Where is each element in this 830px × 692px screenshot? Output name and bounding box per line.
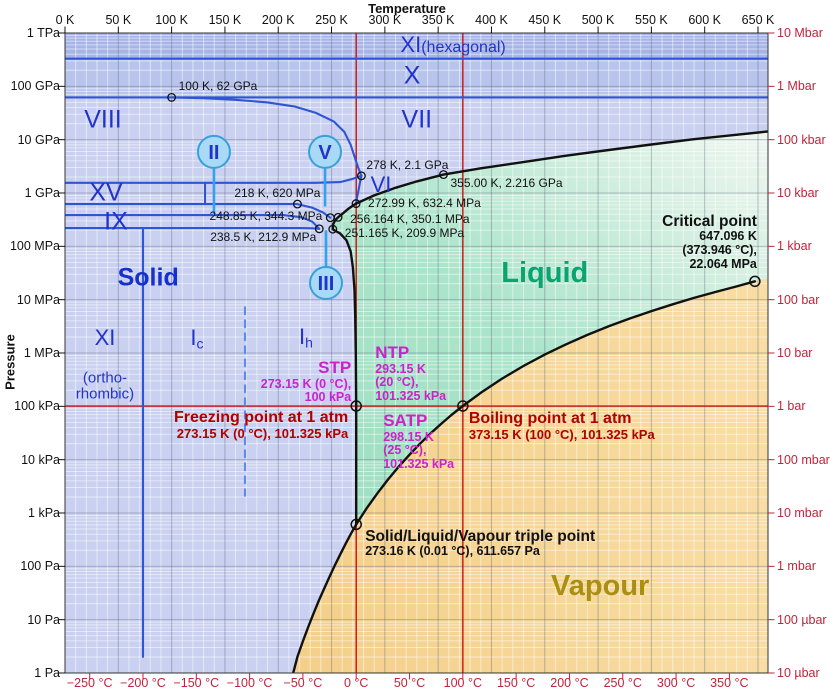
phase-circle-label-v: V	[318, 142, 332, 164]
phase-circle-iii	[308, 266, 343, 301]
marker-critical-point	[749, 275, 761, 288]
phase-circle-label-ii: II	[208, 142, 219, 164]
melting-curve-high	[354, 130, 768, 205]
marker-vi-v-liquid	[351, 199, 361, 209]
ice-xv-upper-boundary	[65, 174, 363, 184]
marker-ii-v-xv	[325, 213, 335, 223]
phase-circle-v	[308, 134, 343, 169]
marker-viii-x-vii-100k	[167, 92, 177, 102]
marker-triple-point	[350, 518, 362, 531]
marker-vi-vii-liquid-355k	[439, 170, 448, 180]
phase-circle-label-iii: III	[318, 273, 335, 295]
ice-xv-lower-boundary	[65, 203, 332, 219]
marker-iii-ih-liquid	[328, 224, 338, 234]
ice-ix-lower-boundary	[65, 227, 321, 230]
melting-curve-low	[331, 202, 358, 526]
axis-ticks	[58, 26, 775, 680]
plot-area: II V III	[65, 33, 768, 673]
marker-boiling-point	[457, 400, 469, 412]
ice-viii-vii-boundary	[170, 96, 363, 177]
ice-ix-upper-boundary	[65, 214, 321, 230]
marker-freezing-point	[350, 400, 362, 412]
vaporization-curve	[355, 280, 757, 526]
sublimation-curve	[292, 523, 358, 673]
marker-xv-vi-620mpa	[292, 199, 302, 209]
marker-ii-ix-iii	[314, 224, 324, 234]
marker-vii-viii-vi-278k	[356, 171, 366, 181]
phase-circle-ii	[196, 134, 231, 169]
